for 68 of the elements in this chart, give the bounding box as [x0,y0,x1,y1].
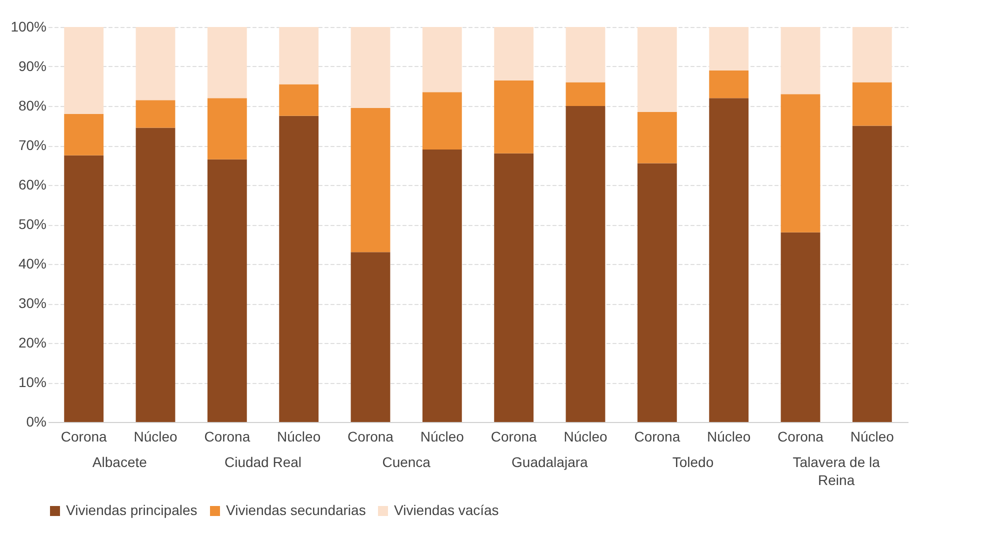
text: Guadalajara [512,454,588,470]
text: Ciudad Real [224,454,302,470]
bar [494,27,534,80]
x-tick-label: Núcleo [420,428,464,444]
bar [279,84,319,116]
bar [852,27,892,82]
bar [494,153,534,422]
legend-label: Viviendas vacías [394,502,499,518]
bar [709,27,749,70]
bar [350,108,390,252]
bar [64,155,104,422]
x-tick-label: Corona [490,428,538,444]
text: Albacete [92,454,148,470]
y-tick-label: 80% [18,98,46,114]
bar [64,114,104,156]
bar [852,126,892,422]
y-tick-label: 10% [18,374,46,390]
legend-label: Viviendas secundarias [226,502,366,518]
y-tick-label: 70% [18,137,46,153]
bar [207,159,247,422]
y-tick-label: 90% [18,58,46,74]
bar [780,94,820,232]
bar [422,92,462,150]
y-tick-label: 30% [18,295,46,311]
bar [780,232,820,422]
bar [780,27,820,94]
text: Cuenca [382,454,431,470]
bar [566,27,606,82]
x-tick-label: Corona [204,428,250,444]
x-tick-label: Corona [778,428,824,444]
x-tick-label: Núcleo [134,428,178,444]
bar [279,116,319,422]
x-tick-label: Núcleo [564,428,608,444]
bar [709,98,749,422]
y-tick-label: 60% [18,176,46,192]
bar [637,27,677,112]
bar [350,27,390,108]
bar [422,27,462,92]
bar [566,82,606,106]
bar [136,27,176,100]
bar [422,149,462,422]
x-tick-label: Núcleo [850,428,894,444]
bar [709,70,749,98]
y-tick-label: 50% [18,216,46,232]
text: Toledo [672,454,714,470]
legend-label: Viviendas principales [66,502,198,518]
y-tick-label: 40% [18,256,46,272]
x-tick-label: Corona [60,428,108,444]
bar [566,106,606,422]
bar [494,80,534,154]
bar [350,252,390,422]
bar [136,100,176,128]
x-tick-label: Corona [634,428,680,444]
y-tick-label: 0% [26,414,46,430]
y-tick-label: 100% [10,18,46,34]
bar [207,27,247,98]
bar [136,128,176,422]
bar [207,98,247,160]
x-tick-label: Núcleo [277,428,321,444]
bar [852,82,892,126]
text: Talavera de la Reina [792,454,880,488]
x-tick-label: Corona [348,428,394,444]
bar [64,27,104,114]
bar [637,112,677,164]
y-tick-label: 20% [18,334,46,350]
bar [637,163,677,422]
bar [279,27,319,84]
x-tick-label: Núcleo [707,428,751,444]
